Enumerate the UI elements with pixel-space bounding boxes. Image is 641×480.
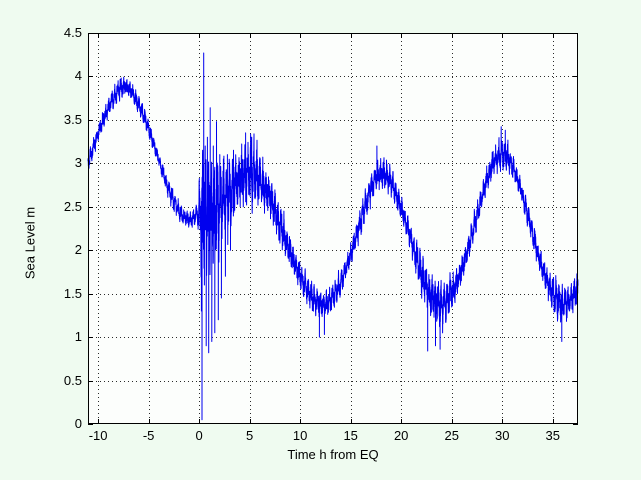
x-tick-label-15: 15 xyxy=(343,428,358,443)
y-tick-label-3: 3 xyxy=(74,155,82,171)
plot-area xyxy=(88,33,578,424)
x-tick-label-30: 30 xyxy=(494,428,510,443)
y-tick-label-1: 1 xyxy=(74,329,82,345)
x-tick-label--5: -5 xyxy=(142,428,155,443)
x-tick-label-0: 0 xyxy=(195,428,203,443)
y-tick-label-0: 0 xyxy=(74,416,82,431)
x-tick-label-20: 20 xyxy=(393,428,409,443)
x-tick-label-25: 25 xyxy=(444,428,459,443)
x-tick-label-5: 5 xyxy=(246,428,254,443)
x-tick-label-10: 10 xyxy=(292,428,308,443)
y-tick-label-3.5: 3.5 xyxy=(63,111,82,127)
sea-level-line xyxy=(87,52,579,421)
y-tick-label-2.5: 2.5 xyxy=(63,198,82,214)
y-tick-label-4.5: 4.5 xyxy=(63,25,82,40)
y-tick-label-1.5: 1.5 xyxy=(63,285,82,301)
y-tick-label-4: 4 xyxy=(74,68,82,84)
y-axis-label: Sea Level m xyxy=(22,206,38,280)
x-axis-label: Time h from EQ xyxy=(287,447,379,462)
axes-box xyxy=(88,33,578,424)
x-tick-label--10: -10 xyxy=(88,428,108,443)
x-tick-label-35: 35 xyxy=(545,428,560,443)
y-tick-label-2: 2 xyxy=(74,242,82,258)
y-tick-label-0.5: 0.5 xyxy=(63,372,82,388)
